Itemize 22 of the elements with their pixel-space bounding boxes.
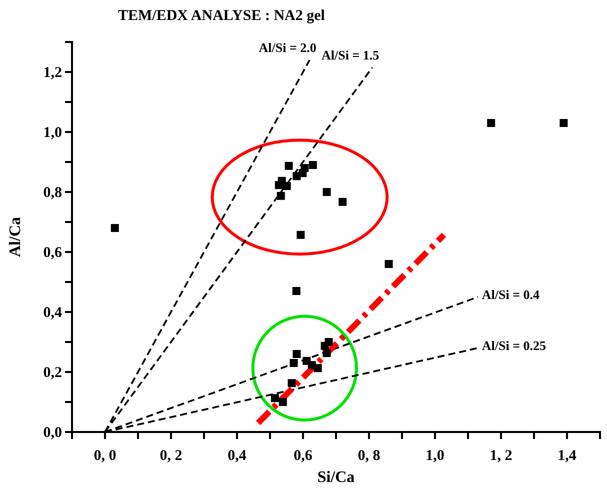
y-tick-label: 0,6	[43, 244, 62, 261]
x-tick-label: 0,4	[228, 448, 247, 464]
y-axis-title: Al/Ca	[7, 217, 24, 257]
x-tick-label: 1,4	[558, 448, 577, 464]
x-tick-label: 1, 2	[490, 448, 512, 464]
y-tick-label: 0,4	[43, 304, 62, 321]
series-label: Al/Si = 0.25	[482, 338, 547, 353]
chart-title: TEM/EDX ANALYSE : NA2 gel	[118, 8, 325, 24]
series-label: Al/Si = 0.4	[482, 287, 540, 302]
y-tick-label: 1,0	[43, 124, 62, 141]
x-tick-label: 1,0	[426, 448, 444, 464]
y-tick-label: 0,8	[43, 184, 62, 201]
x-tick-label: 0, 0	[94, 448, 116, 464]
x-tick-label: 0, 8	[358, 448, 380, 464]
y-tick-label: 0,0	[43, 424, 62, 441]
x-tick-label: 0, 2	[160, 448, 182, 464]
y-tick-label: 1,2	[43, 64, 62, 81]
y-tick-label: 0,2	[43, 364, 62, 381]
x-axis-title: Si/Ca	[317, 469, 355, 486]
series-label: Al/Si = 2.0	[258, 40, 316, 55]
x-tick-label: 0,6	[294, 448, 313, 464]
series-label: Al/Si = 1.5	[321, 48, 380, 62]
